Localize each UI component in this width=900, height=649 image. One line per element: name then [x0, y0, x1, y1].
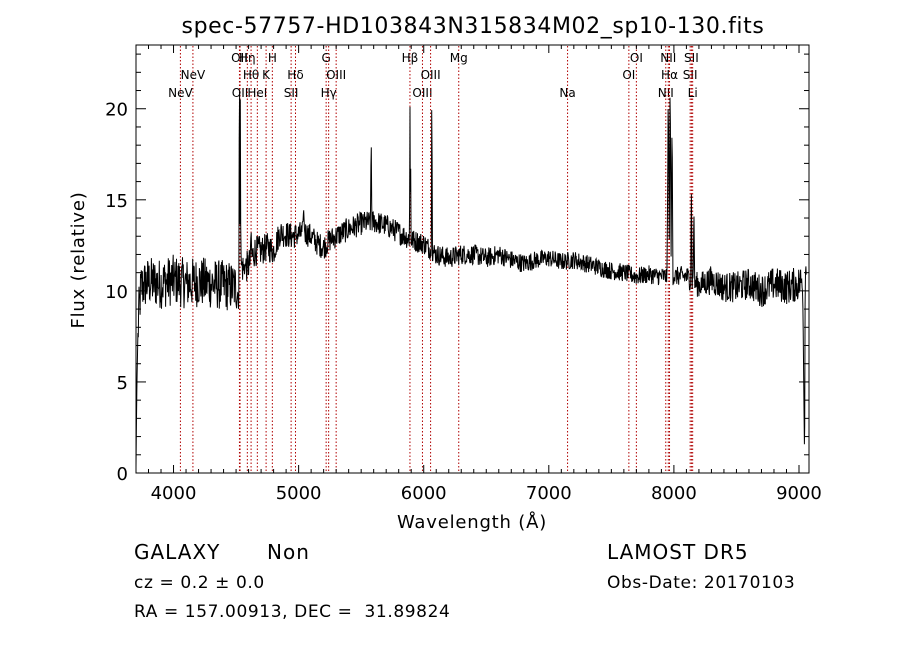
plot-frame — [135, 44, 810, 474]
x-tick-label: 9000 — [776, 483, 822, 504]
x-axis-label: Wavelength (Å) — [397, 511, 547, 533]
line-marker-label: K — [262, 68, 271, 82]
line-marker-label: OI — [630, 51, 643, 65]
y-tick-label: 5 — [117, 373, 128, 394]
line-marker-label: Hβ — [402, 51, 419, 65]
line-marker-label: Li — [688, 86, 698, 100]
line-marker-label: SII — [683, 68, 698, 82]
spectrum-line — [135, 91, 807, 468]
line-marker-label: NII — [658, 86, 674, 100]
y-tick-label: 15 — [105, 191, 128, 212]
chart-title: spec-57757-HD103843N315834M02_sp10-130.f… — [182, 14, 765, 39]
x-tick-label: 6000 — [401, 483, 447, 504]
line-marker-label: Hδ — [287, 68, 303, 82]
line-marker-label: H — [268, 51, 277, 65]
spectrum-series — [135, 91, 807, 468]
line-marker-label: Na — [559, 86, 575, 100]
y-tick-label: 0 — [117, 464, 128, 485]
y-tick-label: 10 — [105, 282, 128, 303]
line-marker-label: SII — [684, 51, 699, 65]
line-marker-label: OIII — [326, 68, 346, 82]
line-marker-label: Mg — [450, 51, 468, 65]
coordinates: RA = 157.00913, DEC = 31.89824 — [134, 602, 451, 622]
line-marker-label: OI — [622, 68, 635, 82]
survey-name: LAMOST DR5 — [607, 540, 749, 564]
line-marker-label: SII — [284, 86, 299, 100]
object-subclass: Non — [267, 540, 310, 564]
x-tick-label: 5000 — [276, 483, 322, 504]
line-marker-label: Hη — [239, 51, 256, 65]
x-tick-label: 7000 — [526, 483, 572, 504]
y-tick-label: 20 — [105, 100, 128, 121]
line-marker-label: OIII — [412, 86, 432, 100]
line-marker-label: NeV — [168, 86, 193, 100]
line-marker-label: HeI — [247, 86, 267, 100]
line-marker-label: NeV — [181, 68, 206, 82]
line-marker-label: Hγ — [321, 86, 337, 100]
line-marker-label: OIII — [421, 68, 441, 82]
line-marker-label: NII — [660, 51, 676, 65]
x-tick-label: 8000 — [651, 483, 697, 504]
redshift: cz = 0.2 ± 0.0 — [134, 573, 265, 593]
axis-ticks: 4000 5000 6000 7000 8000 9000 0 5 10 15 20 — [105, 45, 822, 504]
line-marker-label: OII — [231, 51, 248, 65]
y-axis-label: Flux (relative) — [68, 191, 89, 328]
line-marker-label: Hα — [661, 68, 678, 82]
object-class: GALAXY — [134, 540, 221, 564]
line-marker-label: Hθ — [243, 68, 259, 82]
observation-date: Obs-Date: 20170103 — [607, 573, 796, 593]
x-tick-label: 4000 — [151, 483, 197, 504]
line-marker-label: G — [321, 51, 330, 65]
